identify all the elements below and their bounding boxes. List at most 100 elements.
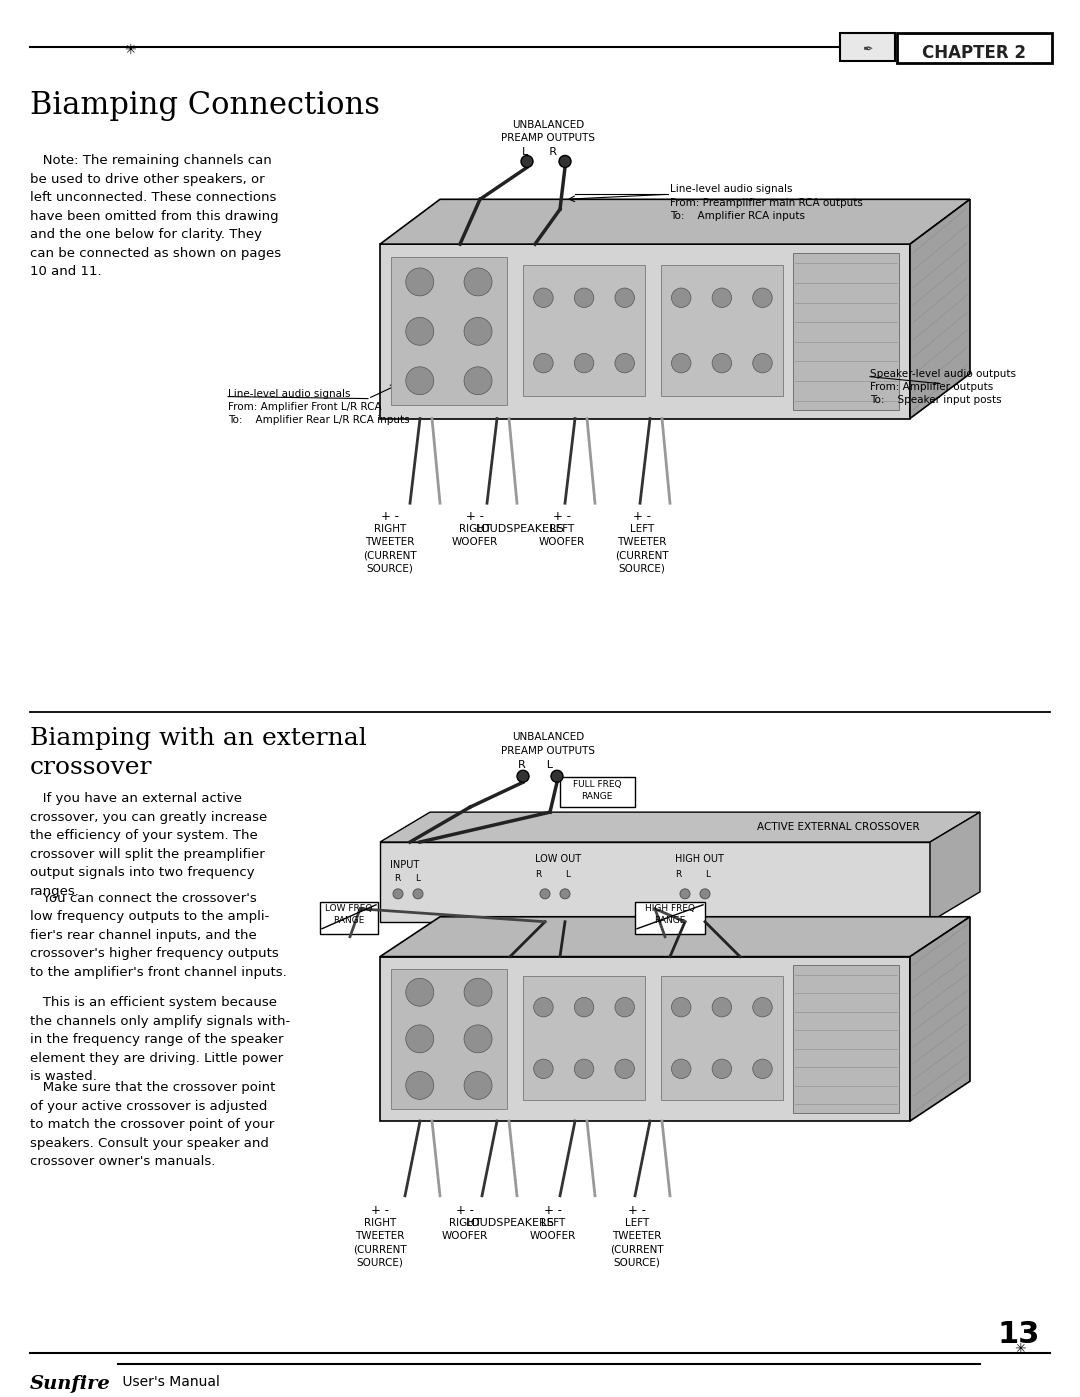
Bar bbox=[840, 34, 895, 61]
Text: Line-level audio signals
From: Amplifier Front L/R RCA
To:    Amplifier Rear L/R: Line-level audio signals From: Amplifier… bbox=[228, 388, 409, 425]
Circle shape bbox=[672, 997, 691, 1017]
Text: RIGHT
TWEETER
(CURRENT
SOURCE): RIGHT TWEETER (CURRENT SOURCE) bbox=[353, 1218, 407, 1267]
Bar bbox=[794, 253, 900, 409]
Circle shape bbox=[700, 888, 710, 898]
Text: RIGHT
TWEETER
(CURRENT
SOURCE): RIGHT TWEETER (CURRENT SOURCE) bbox=[363, 524, 417, 574]
Bar bbox=[561, 777, 635, 807]
Text: + -: + - bbox=[544, 1204, 562, 1217]
Text: UNBALANCED
PREAMP OUTPUTS: UNBALANCED PREAMP OUTPUTS bbox=[501, 120, 595, 142]
Text: RIGHT
WOOFER: RIGHT WOOFER bbox=[442, 1218, 488, 1241]
Circle shape bbox=[534, 353, 553, 373]
Text: INPUT: INPUT bbox=[390, 861, 419, 870]
Text: L      R: L R bbox=[523, 148, 557, 158]
Circle shape bbox=[406, 317, 434, 345]
Circle shape bbox=[534, 1059, 553, 1078]
Text: LOUDSPEAKERS: LOUDSPEAKERS bbox=[465, 1218, 554, 1228]
Circle shape bbox=[712, 997, 731, 1017]
Text: LEFT
WOOFER: LEFT WOOFER bbox=[530, 1218, 576, 1241]
Bar bbox=[320, 902, 378, 933]
Text: ✳: ✳ bbox=[1014, 1343, 1026, 1356]
Text: R: R bbox=[394, 875, 401, 883]
Text: + -: + - bbox=[633, 510, 651, 524]
Bar bbox=[391, 970, 508, 1109]
Polygon shape bbox=[930, 812, 980, 922]
Text: LOUDSPEAKERS: LOUDSPEAKERS bbox=[475, 524, 565, 534]
Circle shape bbox=[712, 288, 731, 307]
Text: RIGHT
WOOFER: RIGHT WOOFER bbox=[451, 524, 498, 548]
Circle shape bbox=[406, 367, 434, 395]
Circle shape bbox=[406, 268, 434, 296]
Circle shape bbox=[712, 353, 731, 373]
Circle shape bbox=[753, 1059, 772, 1078]
Text: FULL FREQ
RANGE: FULL FREQ RANGE bbox=[572, 781, 621, 800]
Circle shape bbox=[393, 888, 403, 898]
Circle shape bbox=[406, 1025, 434, 1053]
Circle shape bbox=[540, 888, 550, 898]
Text: Speaker-level audio outputs
From: Amplifier outputs
To:    Speaker input posts: Speaker-level audio outputs From: Amplif… bbox=[870, 369, 1016, 405]
Circle shape bbox=[521, 155, 534, 168]
Text: LEFT
TWEETER
(CURRENT
SOURCE): LEFT TWEETER (CURRENT SOURCE) bbox=[610, 1218, 664, 1267]
Text: L: L bbox=[415, 875, 420, 883]
Text: R: R bbox=[535, 870, 541, 879]
Polygon shape bbox=[380, 842, 930, 922]
Circle shape bbox=[615, 288, 634, 307]
Text: LEFT
WOOFER: LEFT WOOFER bbox=[539, 524, 585, 548]
Text: Make sure that the crossover point
of your active crossover is adjusted
to match: Make sure that the crossover point of yo… bbox=[30, 1081, 275, 1168]
Text: Line-level audio signals
From: Preamplifier main RCA outputs
To:    Amplifier RC: Line-level audio signals From: Preamplif… bbox=[670, 184, 863, 221]
Text: ✒: ✒ bbox=[862, 43, 873, 56]
Polygon shape bbox=[910, 916, 970, 1120]
Text: L: L bbox=[565, 870, 570, 879]
Circle shape bbox=[534, 997, 553, 1017]
Text: Biamping Connections: Biamping Connections bbox=[30, 89, 380, 120]
Circle shape bbox=[575, 997, 594, 1017]
Text: CHAPTER 2: CHAPTER 2 bbox=[922, 43, 1026, 61]
Bar bbox=[661, 265, 783, 395]
Circle shape bbox=[575, 1059, 594, 1078]
Circle shape bbox=[672, 288, 691, 307]
Circle shape bbox=[672, 353, 691, 373]
Polygon shape bbox=[380, 244, 910, 419]
Circle shape bbox=[753, 288, 772, 307]
Text: Note: The remaining channels can
be used to drive other speakers, or
left unconn: Note: The remaining channels can be used… bbox=[30, 155, 281, 278]
Bar bbox=[635, 902, 705, 933]
Text: This is an efficient system because
the channels only amplify signals with-
in t: This is an efficient system because the … bbox=[30, 996, 291, 1084]
Text: UNBALANCED
PREAMP OUTPUTS: UNBALANCED PREAMP OUTPUTS bbox=[501, 732, 595, 756]
Circle shape bbox=[753, 353, 772, 373]
Circle shape bbox=[406, 1071, 434, 1099]
Polygon shape bbox=[380, 916, 970, 957]
Text: + -: + - bbox=[627, 1204, 646, 1217]
Circle shape bbox=[464, 268, 492, 296]
Text: ✳: ✳ bbox=[124, 43, 136, 57]
Text: L: L bbox=[705, 870, 710, 879]
Polygon shape bbox=[380, 957, 910, 1120]
Bar bbox=[391, 257, 508, 405]
Bar bbox=[523, 977, 645, 1099]
Bar bbox=[794, 965, 900, 1113]
Circle shape bbox=[464, 1025, 492, 1053]
Text: R      L: R L bbox=[517, 760, 553, 770]
Circle shape bbox=[561, 888, 570, 898]
Circle shape bbox=[413, 888, 423, 898]
Text: LOW FREQ
RANGE: LOW FREQ RANGE bbox=[325, 904, 373, 925]
Bar bbox=[661, 977, 783, 1099]
Text: HIGH OUT: HIGH OUT bbox=[675, 854, 724, 863]
Circle shape bbox=[517, 770, 529, 782]
Text: + -: + - bbox=[553, 510, 571, 524]
Text: R: R bbox=[675, 870, 681, 879]
Circle shape bbox=[575, 353, 594, 373]
Text: Sunfire: Sunfire bbox=[30, 1375, 111, 1393]
Text: 13: 13 bbox=[998, 1320, 1040, 1350]
Circle shape bbox=[551, 770, 563, 782]
Text: + -: + - bbox=[372, 1204, 389, 1217]
Circle shape bbox=[615, 1059, 634, 1078]
Text: User's Manual: User's Manual bbox=[118, 1375, 220, 1389]
Polygon shape bbox=[380, 812, 980, 842]
Circle shape bbox=[615, 997, 634, 1017]
Circle shape bbox=[464, 1071, 492, 1099]
Text: HIGH FREQ
RANGE: HIGH FREQ RANGE bbox=[645, 904, 696, 925]
Circle shape bbox=[534, 288, 553, 307]
Circle shape bbox=[672, 1059, 691, 1078]
Polygon shape bbox=[380, 200, 970, 244]
Circle shape bbox=[753, 997, 772, 1017]
Circle shape bbox=[680, 888, 690, 898]
